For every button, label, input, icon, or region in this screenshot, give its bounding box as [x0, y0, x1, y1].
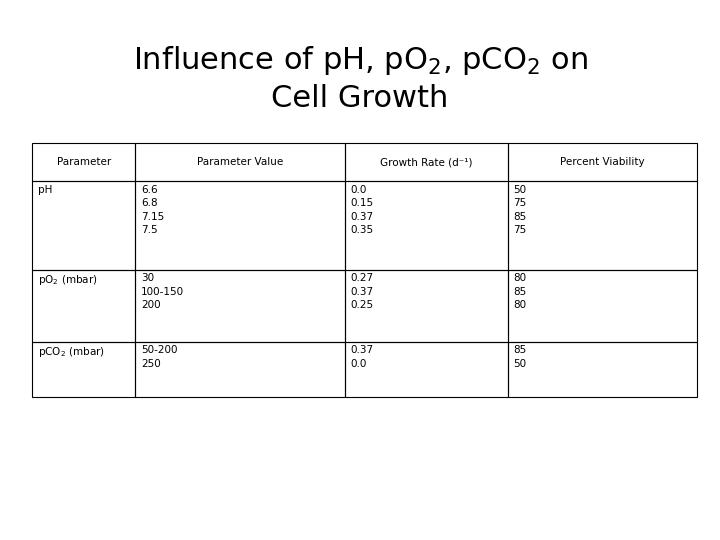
Bar — [508, 342, 697, 397]
Bar — [32, 143, 135, 181]
Bar — [32, 181, 135, 270]
Bar — [345, 181, 508, 270]
Text: 0.37
0.0: 0.37 0.0 — [351, 345, 374, 369]
Bar — [345, 270, 508, 342]
Text: pO$_2$ (mbar): pO$_2$ (mbar) — [38, 273, 98, 287]
Text: 50
75
85
75: 50 75 85 75 — [513, 185, 526, 235]
Text: 6.6
6.8
7.15
7.5: 6.6 6.8 7.15 7.5 — [141, 185, 164, 235]
Text: 50-200
250: 50-200 250 — [141, 345, 178, 369]
Text: Percent Viability: Percent Viability — [560, 157, 644, 167]
Bar — [32, 270, 135, 342]
Bar — [345, 342, 508, 397]
Text: Influence of pH, pO$_2$, pCO$_2$ on
Cell Growth: Influence of pH, pO$_2$, pCO$_2$ on Cell… — [132, 44, 588, 113]
Bar — [135, 342, 345, 397]
Bar — [508, 143, 697, 181]
Bar — [508, 270, 697, 342]
Bar — [345, 143, 508, 181]
Bar — [135, 270, 345, 342]
Text: Parameter: Parameter — [57, 157, 111, 167]
Text: 0.0
0.15
0.37
0.35: 0.0 0.15 0.37 0.35 — [351, 185, 374, 235]
Bar — [135, 143, 345, 181]
Text: 0.27
0.37
0.25: 0.27 0.37 0.25 — [351, 273, 374, 310]
Text: Growth Rate (d⁻¹): Growth Rate (d⁻¹) — [380, 157, 472, 167]
Text: pH: pH — [38, 185, 53, 194]
Text: 85
50: 85 50 — [513, 345, 526, 369]
Text: 30
100-150
200: 30 100-150 200 — [141, 273, 184, 310]
Bar — [135, 181, 345, 270]
Text: Parameter Value: Parameter Value — [197, 157, 283, 167]
Text: 80
85
80: 80 85 80 — [513, 273, 526, 310]
Bar — [508, 181, 697, 270]
Text: pCO$_2$ (mbar): pCO$_2$ (mbar) — [38, 345, 105, 359]
Bar — [32, 342, 135, 397]
